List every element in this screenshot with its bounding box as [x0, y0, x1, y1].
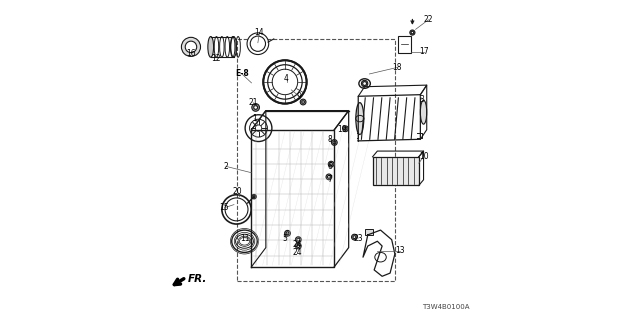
Text: 3: 3: [419, 95, 424, 104]
Ellipse shape: [285, 230, 291, 236]
Text: 12: 12: [212, 53, 221, 62]
Text: FR.: FR.: [188, 275, 207, 284]
Text: 13: 13: [395, 246, 404, 255]
Ellipse shape: [342, 126, 348, 132]
Ellipse shape: [410, 30, 415, 35]
Text: 24: 24: [293, 248, 303, 257]
Text: 21: 21: [248, 98, 258, 107]
Bar: [237, 39, 395, 281]
Ellipse shape: [181, 37, 200, 56]
Text: 5: 5: [282, 234, 287, 243]
Text: 4: 4: [284, 74, 289, 83]
Text: E-8: E-8: [235, 69, 249, 78]
Text: 6: 6: [327, 162, 332, 171]
Ellipse shape: [328, 161, 334, 167]
Ellipse shape: [296, 243, 301, 249]
Ellipse shape: [253, 196, 255, 197]
Text: 22: 22: [424, 15, 433, 24]
Text: 8: 8: [327, 135, 332, 144]
Text: 14: 14: [255, 28, 264, 37]
Text: 10: 10: [419, 152, 428, 161]
Ellipse shape: [420, 100, 427, 124]
Ellipse shape: [302, 101, 305, 103]
Ellipse shape: [356, 103, 364, 134]
Ellipse shape: [286, 232, 289, 235]
Ellipse shape: [253, 106, 257, 109]
Ellipse shape: [332, 140, 337, 145]
FancyBboxPatch shape: [398, 36, 411, 53]
Ellipse shape: [326, 174, 332, 180]
Ellipse shape: [344, 127, 347, 130]
Bar: [372, 157, 419, 186]
Ellipse shape: [351, 234, 357, 240]
Ellipse shape: [247, 33, 269, 54]
Text: 17: 17: [419, 47, 428, 56]
Text: 11: 11: [241, 234, 250, 243]
Text: 20: 20: [232, 188, 242, 196]
Text: 9: 9: [297, 92, 301, 101]
Text: T3W4B0100A: T3W4B0100A: [422, 304, 470, 310]
Ellipse shape: [208, 36, 214, 57]
Text: 16: 16: [186, 49, 196, 58]
Ellipse shape: [252, 195, 256, 199]
Ellipse shape: [297, 244, 300, 247]
Ellipse shape: [333, 141, 336, 144]
Text: 19: 19: [337, 125, 347, 134]
Ellipse shape: [300, 99, 306, 105]
Ellipse shape: [363, 82, 367, 85]
Ellipse shape: [250, 36, 266, 51]
Text: 24: 24: [293, 240, 303, 249]
Ellipse shape: [185, 41, 196, 52]
Ellipse shape: [330, 163, 333, 165]
Text: 1: 1: [252, 114, 257, 123]
Ellipse shape: [353, 236, 356, 238]
Text: 18: 18: [392, 63, 401, 72]
Ellipse shape: [252, 104, 259, 111]
Text: 23: 23: [353, 234, 363, 243]
Bar: [365, 229, 373, 235]
Ellipse shape: [328, 175, 330, 178]
Text: 15: 15: [220, 203, 229, 212]
Ellipse shape: [362, 80, 368, 87]
Text: 2: 2: [223, 162, 228, 171]
Ellipse shape: [296, 237, 301, 243]
Ellipse shape: [411, 31, 413, 34]
Ellipse shape: [297, 238, 300, 241]
Text: 7: 7: [327, 175, 332, 184]
